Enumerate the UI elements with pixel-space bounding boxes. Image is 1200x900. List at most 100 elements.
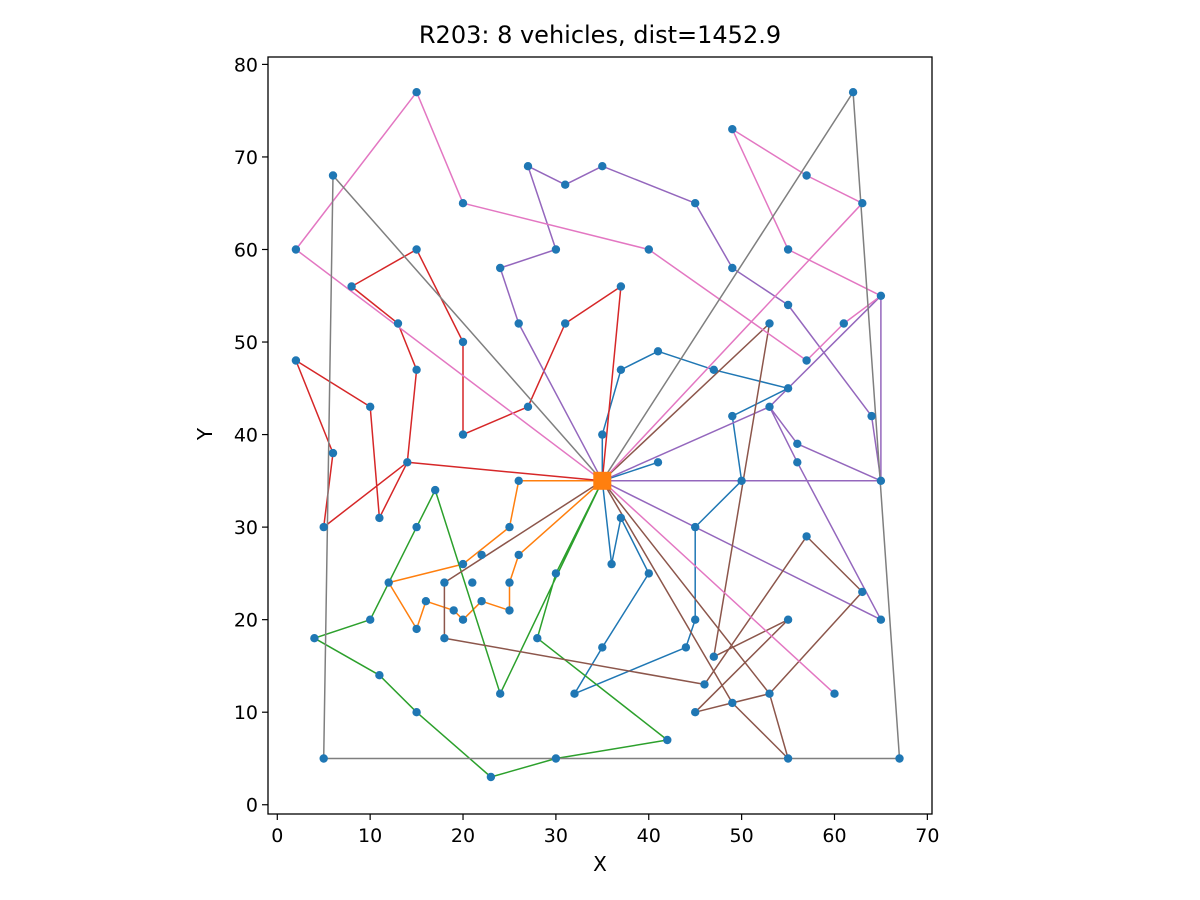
customer-point bbox=[328, 171, 338, 180]
customer-point bbox=[514, 319, 523, 328]
customer-point bbox=[616, 282, 626, 291]
customer-point bbox=[477, 597, 486, 606]
depot-marker bbox=[593, 471, 612, 490]
customer-point bbox=[783, 300, 793, 310]
customer-point bbox=[366, 402, 375, 411]
customer-point bbox=[458, 337, 468, 347]
customer-point bbox=[765, 689, 774, 698]
customer-point bbox=[412, 624, 421, 634]
customer-point bbox=[839, 319, 848, 328]
customer-point bbox=[783, 754, 793, 763]
customer-point bbox=[496, 689, 505, 698]
x-tick-label: 50 bbox=[730, 825, 754, 847]
customer-point bbox=[644, 569, 653, 578]
customer-point bbox=[486, 772, 496, 782]
y-tick-label: 60 bbox=[234, 239, 258, 261]
y-axis-ticks: 0 10 20 30 40 50 60 70 80 bbox=[234, 54, 268, 817]
customer-point bbox=[793, 458, 802, 467]
y-tick-label: 20 bbox=[234, 610, 258, 632]
customer-point bbox=[412, 708, 421, 717]
customer-point bbox=[570, 689, 579, 698]
customer-point bbox=[412, 88, 421, 97]
customer-point bbox=[728, 125, 737, 134]
customer-point bbox=[319, 522, 328, 532]
customer-point bbox=[421, 597, 431, 606]
y-tick-label: 40 bbox=[234, 425, 258, 447]
customer-point bbox=[505, 522, 514, 532]
customer-point bbox=[598, 162, 607, 171]
customer-point bbox=[523, 162, 533, 171]
customer-point bbox=[551, 245, 561, 254]
customer-point bbox=[616, 365, 626, 374]
customer-point bbox=[496, 263, 505, 273]
customer-point bbox=[663, 735, 672, 745]
chart-title: R203: 8 vehicles, dist=1452.9 bbox=[419, 21, 781, 49]
customer-point bbox=[728, 263, 737, 273]
customer-point bbox=[523, 402, 533, 411]
customer-point bbox=[468, 578, 477, 587]
customer-point bbox=[765, 319, 774, 328]
customer-point bbox=[458, 559, 468, 569]
customer-point bbox=[858, 199, 867, 208]
customer-point bbox=[867, 411, 876, 421]
x-tick-label: 40 bbox=[637, 825, 661, 847]
y-tick-label: 80 bbox=[234, 54, 258, 76]
customer-point bbox=[375, 513, 384, 523]
customer-point bbox=[793, 439, 802, 448]
customer-point bbox=[366, 615, 375, 624]
customer-point bbox=[291, 356, 301, 365]
customer-point bbox=[375, 671, 384, 680]
customer-point bbox=[783, 384, 793, 393]
customer-point bbox=[412, 245, 421, 254]
customer-point bbox=[393, 319, 403, 328]
depot-layer bbox=[593, 471, 612, 490]
route-line-2 bbox=[387, 480, 604, 630]
customer-point bbox=[551, 569, 561, 578]
customer-point bbox=[514, 476, 523, 485]
customer-point bbox=[895, 754, 904, 763]
customer-point bbox=[876, 615, 886, 624]
customer-point bbox=[691, 615, 700, 624]
y-tick-label: 50 bbox=[234, 332, 258, 354]
customer-point bbox=[653, 347, 663, 356]
customer-point bbox=[802, 532, 811, 541]
customer-point bbox=[533, 634, 542, 643]
y-tick-label: 70 bbox=[234, 147, 258, 169]
customer-point bbox=[802, 356, 811, 365]
customer-point bbox=[412, 522, 421, 532]
y-tick-label: 30 bbox=[234, 517, 258, 539]
customer-point bbox=[440, 634, 449, 643]
customer-point bbox=[440, 578, 449, 587]
customer-point bbox=[291, 245, 301, 254]
x-tick-label: 10 bbox=[358, 825, 382, 847]
x-tick-label: 20 bbox=[451, 825, 475, 847]
customer-point bbox=[616, 513, 626, 523]
customer-point bbox=[858, 587, 867, 597]
customer-point bbox=[644, 245, 653, 254]
customer-point bbox=[691, 199, 700, 208]
customer-point bbox=[848, 88, 858, 97]
customer-point bbox=[728, 411, 737, 421]
customer-point bbox=[598, 643, 607, 652]
customer-point bbox=[802, 171, 811, 180]
y-axis-label: Y bbox=[193, 427, 217, 441]
customer-point bbox=[783, 245, 793, 254]
route-line-3 bbox=[313, 480, 669, 778]
customer-point bbox=[384, 578, 393, 587]
customer-point bbox=[412, 365, 421, 374]
customer-point bbox=[737, 476, 746, 485]
customer-point bbox=[458, 430, 468, 439]
customer-point bbox=[431, 485, 440, 495]
customer-point bbox=[449, 606, 458, 615]
customer-point bbox=[607, 559, 616, 569]
x-axis-ticks: 0 10 20 30 40 50 60 70 bbox=[271, 814, 939, 847]
y-tick-label: 0 bbox=[246, 795, 258, 817]
x-tick-label: 0 bbox=[271, 825, 283, 847]
customer-point bbox=[709, 652, 718, 661]
x-tick-label: 70 bbox=[915, 825, 939, 847]
customer-point bbox=[598, 430, 607, 439]
customer-point bbox=[505, 578, 514, 587]
customer-point bbox=[514, 550, 523, 560]
